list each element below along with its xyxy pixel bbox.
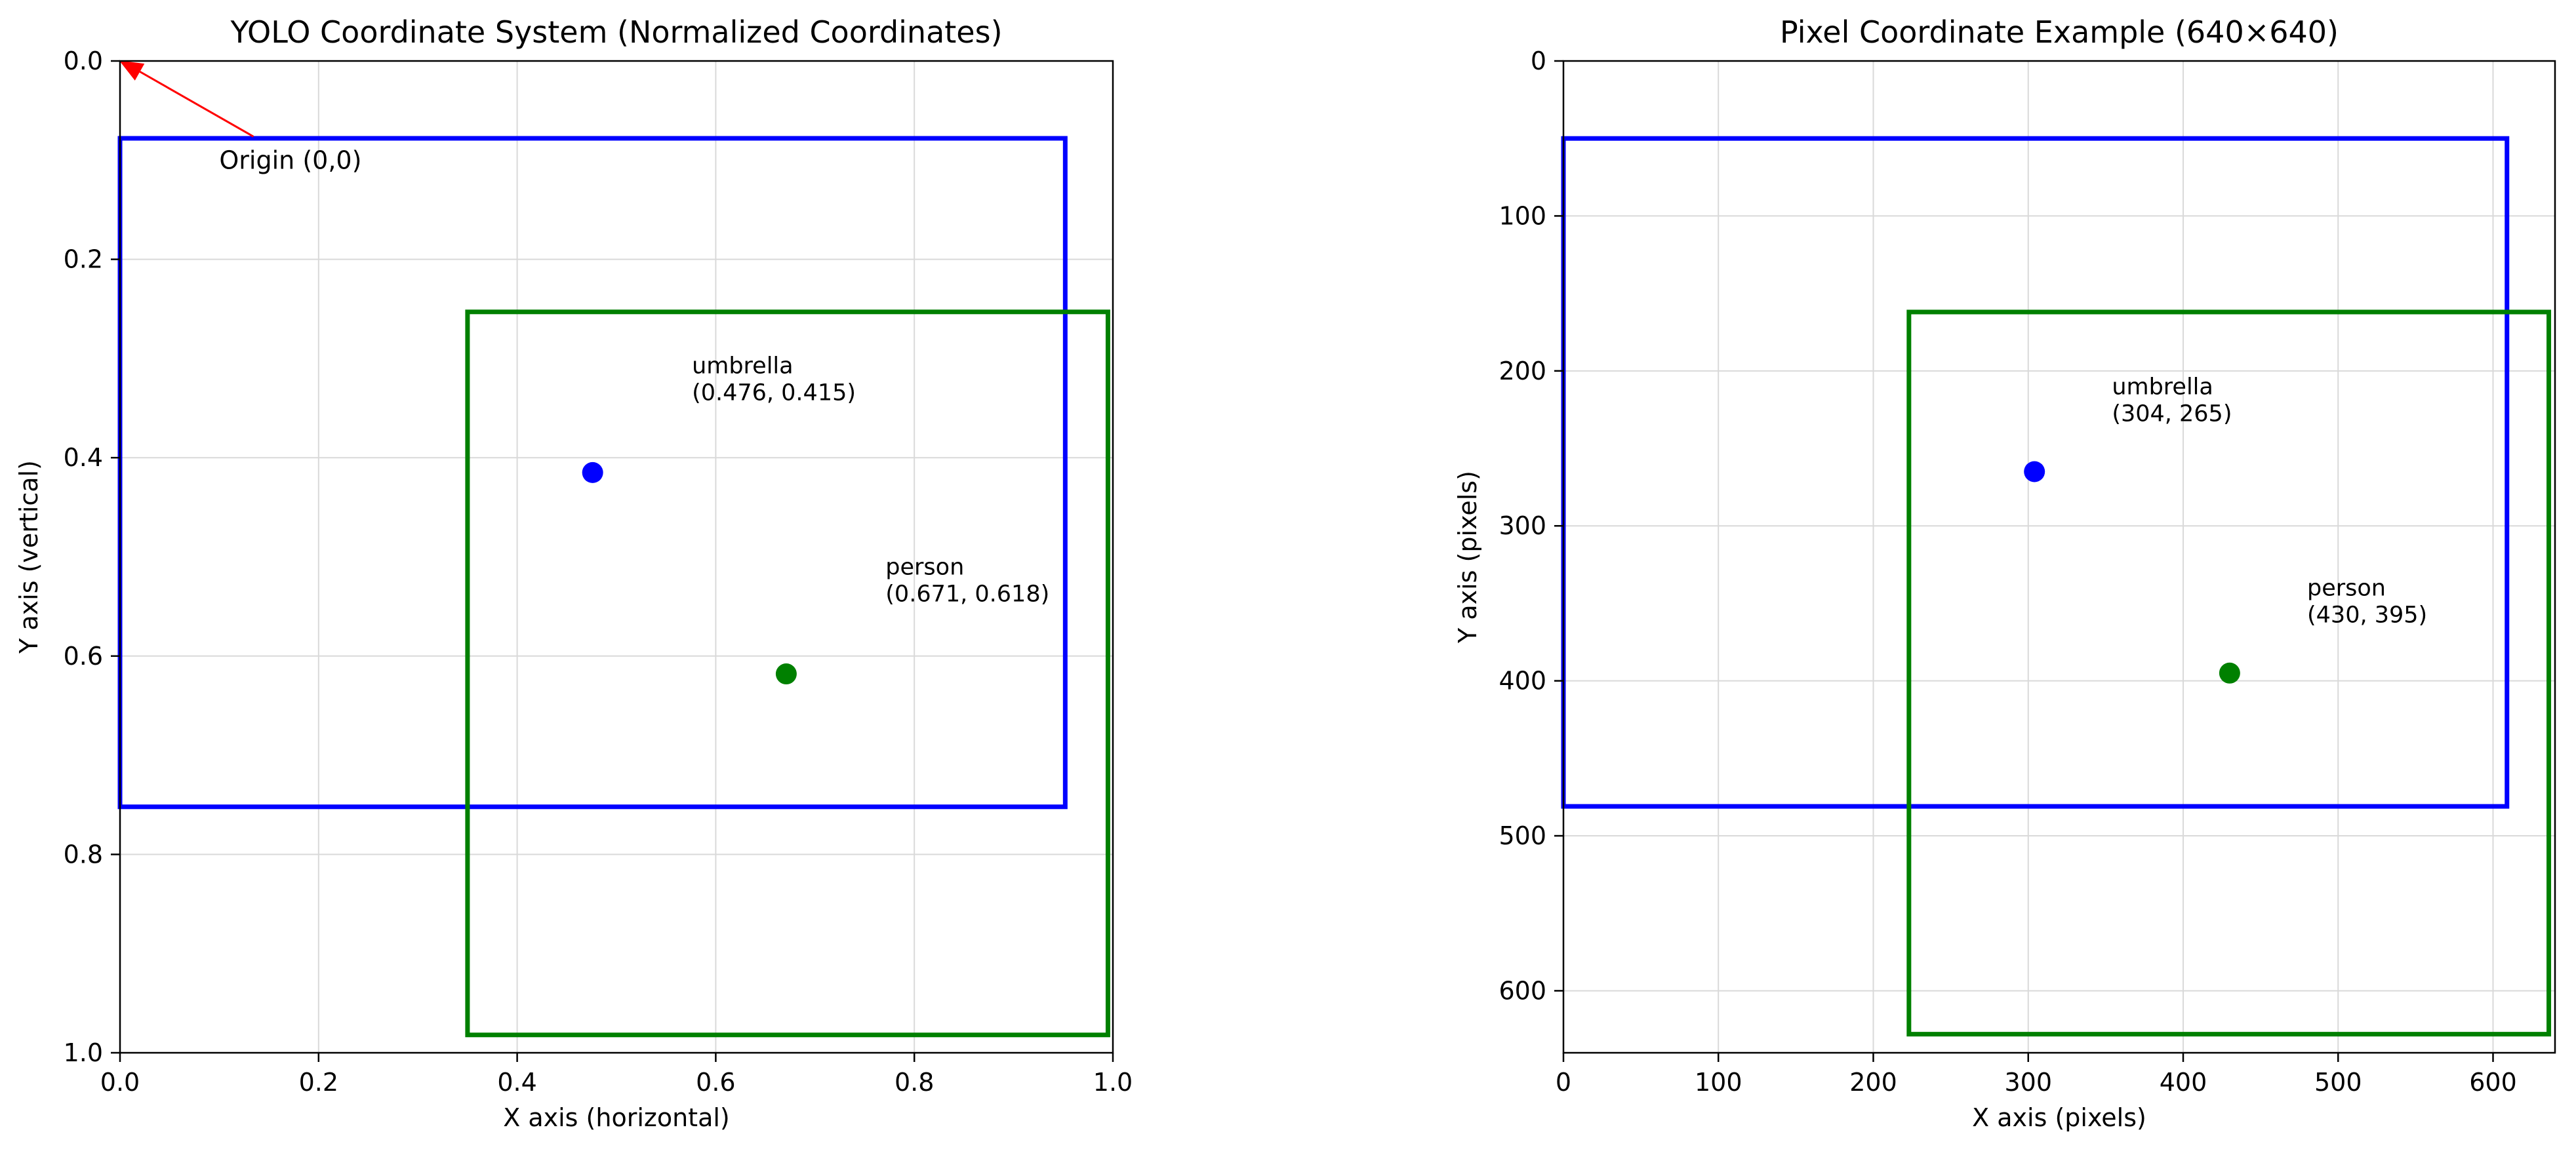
center-point-umbrella — [2024, 461, 2045, 482]
origin-arrow-shaft — [129, 64, 254, 138]
y-tick-label: 0.4 — [64, 443, 103, 472]
y-tick-label: 400 — [1499, 667, 1546, 696]
axes-frame — [1562, 60, 2556, 1054]
plot-area — [120, 61, 1113, 1053]
y-tick-label: 300 — [1499, 511, 1546, 540]
x-tick-label: 0.8 — [895, 1068, 934, 1097]
x-tick-label: 0 — [1556, 1068, 1571, 1097]
x-tick-label: 600 — [2469, 1068, 2517, 1097]
y-tick-label: 100 — [1499, 201, 1546, 230]
y-tick-label: 0.2 — [64, 245, 103, 274]
y-axis-label: Y axis (vertical) — [14, 460, 43, 654]
chart-title: Pixel Coordinate Example (640×640) — [1780, 14, 2339, 50]
axes-frame — [119, 60, 1114, 1054]
chart-pixel: umbrella (304, 265) person (430, 395) 0 100 20… — [1453, 14, 2556, 1132]
x-tick-label: 0.6 — [696, 1068, 735, 1097]
x-tick-label: 200 — [1849, 1068, 1897, 1097]
center-point-person — [775, 663, 797, 685]
x-tick-label: 1.0 — [1093, 1068, 1133, 1097]
point-label-umbrella: umbrella (304, 265) — [2112, 374, 2232, 427]
y-tick-label: 500 — [1499, 821, 1546, 850]
origin-arrow-head — [119, 60, 145, 81]
x-tick-label: 400 — [2160, 1068, 2207, 1097]
x-tick-label: 0.0 — [100, 1068, 140, 1097]
chart-normalized: umbrella (0.476, 0.415) person (0.671, 0.61… — [14, 14, 1133, 1132]
center-point-umbrella — [582, 461, 603, 483]
bbox-person — [1906, 309, 2552, 1037]
point-label-umbrella: umbrella (0.476, 0.415) — [692, 353, 856, 406]
plot-area — [1563, 61, 2555, 1053]
origin-annotation: Origin (0,0) — [219, 146, 361, 174]
y-tick-label: 200 — [1499, 357, 1546, 385]
y-tick-label: 600 — [1499, 976, 1546, 1005]
x-tick-label: 300 — [2004, 1068, 2052, 1097]
x-tick-label: 0.2 — [299, 1068, 338, 1097]
y-axis-label: Y axis (pixels) — [1453, 471, 1482, 644]
x-axis-label: X axis (pixels) — [1972, 1103, 2146, 1132]
chart-title: YOLO Coordinate System (Normalized Coord… — [230, 14, 1002, 50]
center-point-person — [2219, 662, 2240, 684]
x-axis-label: X axis (horizontal) — [503, 1103, 730, 1132]
x-tick-label: 500 — [2314, 1068, 2362, 1097]
point-label-person: person (0.671, 0.618) — [885, 555, 1049, 608]
y-tick-label: 0.8 — [64, 840, 103, 869]
y-tick-label: 0.6 — [64, 642, 103, 671]
y-tick-label: 0.0 — [64, 47, 103, 75]
bbox-person — [465, 309, 1110, 1038]
y-tick-label: 0 — [1531, 47, 1546, 75]
y-tick-label: 1.0 — [64, 1038, 103, 1067]
x-tick-label: 100 — [1695, 1068, 1742, 1097]
x-tick-label: 0.4 — [497, 1068, 536, 1097]
point-label-person: person (430, 395) — [2307, 576, 2427, 629]
